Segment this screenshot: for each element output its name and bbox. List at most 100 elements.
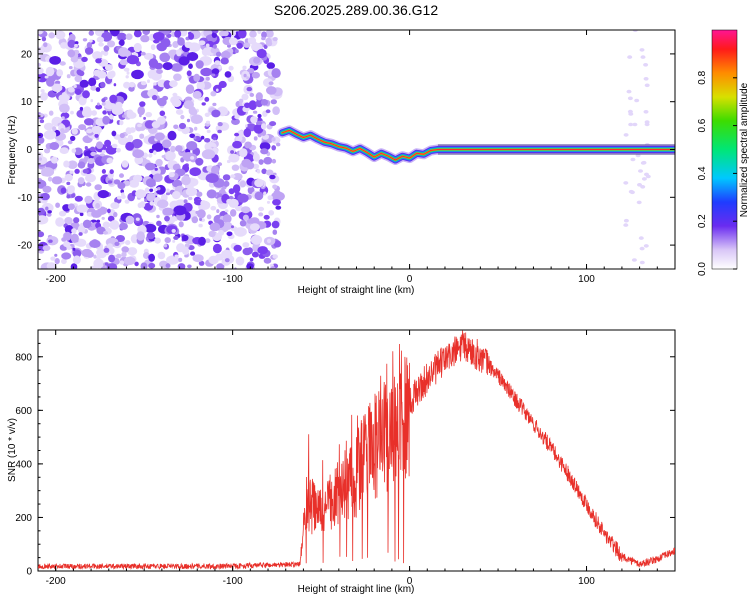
noise-blob [59,61,66,66]
noise-blob [272,199,281,206]
noise-blob [640,161,646,165]
noise-blob [41,36,47,42]
noise-blob [50,156,58,164]
noise-blob [72,255,81,265]
noise-blob [253,57,261,64]
noise-blob [38,207,45,216]
noise-blob [272,229,278,235]
noise-blob [84,47,94,55]
noise-blob [72,249,82,258]
noise-blob [205,238,211,244]
noise-blob [644,83,650,88]
noise-blob [226,198,233,205]
noise-blob [151,94,158,101]
noise-blob [233,244,242,252]
noise-blob [43,42,48,48]
noise-blob [247,67,255,74]
noise-blob [38,215,49,225]
noise-blob [205,173,219,184]
noise-blob [190,251,196,256]
noise-blob [186,52,199,61]
noise-blob [126,71,130,75]
noise-blob [127,247,138,256]
noise-blob [162,207,174,216]
noise-blob [256,48,267,59]
noise-blob [161,139,172,149]
noise-blob [89,239,101,248]
noise-blob [643,244,649,248]
noise-blob [149,188,154,192]
noise-blob [212,44,217,49]
noise-blob [156,214,160,219]
noise-blob [95,58,102,64]
noise-blob [636,200,642,205]
noise-blob [226,231,233,237]
noise-blob [250,116,258,124]
noise-blob [249,223,260,231]
noise-blob [96,70,107,79]
noise-blob [121,246,129,253]
noise-blob [108,254,116,263]
noise-blob [628,122,634,127]
noise-blob [89,146,96,152]
noise-blob [95,202,100,209]
noise-blob [117,182,126,190]
noise-blob [66,245,72,251]
noise-blob [257,246,269,255]
noise-blob [186,235,195,245]
noise-blob [82,90,90,99]
noise-blob [630,157,636,162]
noise-blob [135,189,147,199]
noise-blob [196,191,203,197]
noise-blob [125,215,135,225]
noise-blob [43,131,53,138]
noise-blob [190,114,203,124]
noise-blob [178,221,184,228]
noise-blob [38,30,43,35]
noise-blob [59,103,70,114]
noise-blob [215,51,222,57]
noise-blob [213,30,219,34]
noise-blob [103,230,108,235]
noise-blob [231,164,240,171]
noise-blob [152,173,163,182]
noise-blob [89,39,93,43]
noise-blob [46,262,57,269]
noise-blob [95,104,103,110]
noise-blob [78,124,87,131]
noise-blob [236,42,243,49]
noise-blob [109,114,114,120]
noise-blob [50,256,56,261]
noise-blob [238,30,247,39]
noise-blob [64,173,73,182]
noise-blob [106,157,113,164]
noise-blob [179,122,186,130]
noise-blob [237,193,249,203]
noise-blob [113,211,118,218]
noise-blob [63,231,72,241]
noise-blob [175,109,184,115]
noise-blob [272,37,278,42]
noise-blob [47,176,53,182]
noise-blob [216,209,220,214]
x-tick-label: -200 [46,576,66,587]
noise-blob [98,42,104,47]
noise-blob [104,262,109,266]
noise-blob [234,227,247,237]
noise-blob [149,201,155,206]
y-tick-label: -10 [18,193,33,204]
noise-blob [174,30,182,38]
noise-blob [266,238,272,244]
noise-blob [192,254,204,263]
noise-blob [244,102,251,109]
noise-blob [183,199,188,204]
noise-blob [181,175,191,186]
noise-blob [58,210,67,217]
noise-blob [125,33,133,40]
noise-blob [94,184,102,191]
noise-blob [126,109,134,117]
noise-blob [119,173,124,178]
noise-blob [119,39,125,46]
noise-blob [115,148,121,153]
noise-blob [73,84,77,88]
